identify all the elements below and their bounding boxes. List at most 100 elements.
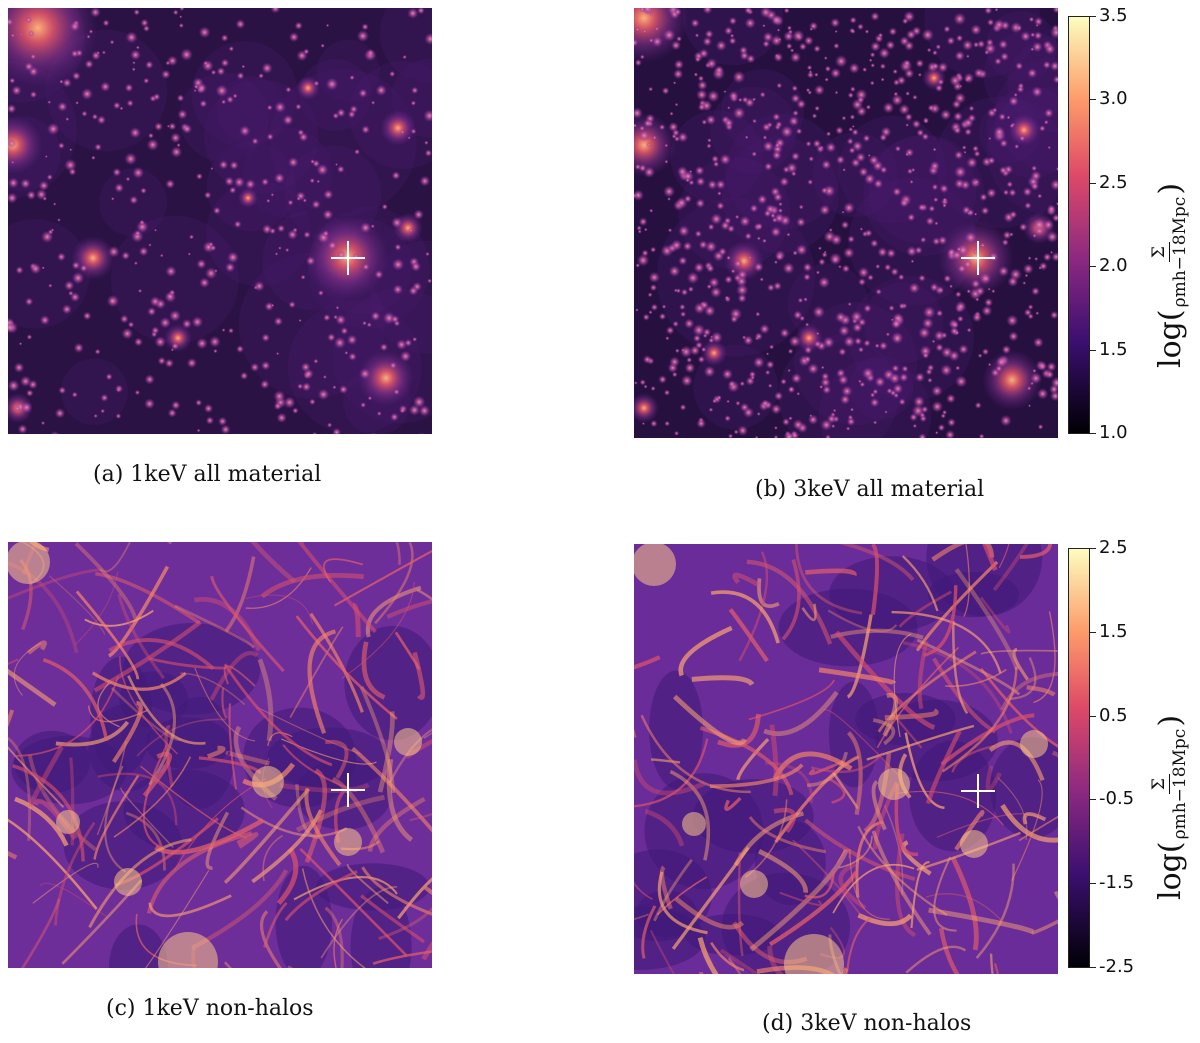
small-halo <box>680 288 689 296</box>
small-halo <box>820 145 824 149</box>
small-halo <box>958 344 969 355</box>
filament <box>205 811 230 870</box>
small-halo <box>642 313 650 321</box>
small-halo <box>129 126 142 139</box>
small-halo <box>305 256 316 266</box>
diffuse-glow <box>838 115 947 224</box>
small-halo <box>904 68 915 79</box>
small-halo <box>649 283 658 292</box>
crosshair-marker <box>961 774 995 808</box>
small-halo <box>879 133 888 142</box>
small-halo <box>869 51 876 58</box>
small-halo <box>998 39 1009 50</box>
small-halo <box>1027 404 1032 408</box>
small-halo <box>179 15 183 19</box>
small-halo <box>724 26 733 36</box>
small-halo <box>96 51 101 55</box>
small-halo <box>835 155 846 165</box>
small-halo <box>210 167 214 171</box>
filament <box>245 594 314 625</box>
small-halo <box>1002 230 1012 240</box>
small-halo <box>105 373 113 381</box>
small-halo <box>180 48 194 62</box>
filament <box>164 725 174 787</box>
small-halo <box>41 266 45 270</box>
small-halo <box>1018 135 1026 142</box>
small-halo <box>907 213 916 222</box>
small-halo <box>716 201 725 211</box>
small-halo <box>410 100 417 106</box>
filament <box>95 571 201 625</box>
filament <box>325 739 349 779</box>
small-halo <box>847 302 852 307</box>
small-halo <box>987 362 992 367</box>
small-halo <box>24 297 34 306</box>
filament <box>719 948 761 974</box>
small-halo <box>797 297 804 304</box>
small-halo <box>719 153 731 166</box>
small-halo <box>212 206 221 215</box>
filament <box>394 631 421 670</box>
small-halo <box>805 87 811 93</box>
filament <box>54 821 96 926</box>
small-halo <box>375 84 388 97</box>
small-halo <box>1049 26 1058 39</box>
small-halo <box>706 264 715 273</box>
filament <box>870 544 880 615</box>
filament <box>992 544 1029 592</box>
small-halo <box>1046 204 1057 214</box>
colorbar-tick-mark <box>1090 883 1096 885</box>
small-halo <box>852 322 863 333</box>
filament <box>74 571 119 645</box>
small-halo <box>906 245 918 257</box>
colorbar-tick-label: -0.5 <box>1099 788 1135 810</box>
small-halo <box>927 377 933 384</box>
small-halo <box>998 112 1007 121</box>
small-halo <box>954 330 960 335</box>
filament <box>823 709 899 776</box>
small-halo <box>9 77 16 84</box>
small-halo <box>814 105 821 112</box>
filament <box>781 559 801 641</box>
filament <box>849 849 890 920</box>
colorbar-tick-mark <box>1090 16 1096 17</box>
small-halo <box>888 27 898 36</box>
small-halo <box>678 256 688 266</box>
small-halo <box>775 253 784 261</box>
filament <box>898 590 952 628</box>
small-halo <box>143 77 150 84</box>
filament <box>1026 685 1056 697</box>
small-halo <box>857 346 865 353</box>
filament <box>989 953 994 974</box>
small-halo <box>29 262 42 275</box>
filament <box>140 765 248 839</box>
small-halo <box>648 271 661 284</box>
small-halo <box>147 306 157 317</box>
small-halo <box>817 246 822 251</box>
filament <box>307 629 337 735</box>
small-halo <box>643 118 653 128</box>
small-halo <box>798 42 807 51</box>
small-halo <box>955 34 964 42</box>
small-halo <box>391 258 405 271</box>
small-halo <box>171 400 181 410</box>
small-halo <box>934 221 939 226</box>
small-halo <box>893 91 899 97</box>
small-halo <box>847 414 854 421</box>
small-halo <box>25 389 34 397</box>
small-halo <box>683 194 692 203</box>
small-halo <box>294 21 303 30</box>
small-halo <box>39 314 51 326</box>
small-halo <box>718 247 727 256</box>
small-halo <box>1042 219 1055 231</box>
small-halo <box>93 413 98 419</box>
small-halo <box>320 43 325 48</box>
small-halo <box>658 312 667 321</box>
small-halo <box>674 102 679 107</box>
small-halo <box>112 167 122 177</box>
small-halo <box>975 286 986 297</box>
filament <box>808 760 844 776</box>
small-halo <box>809 27 813 31</box>
filament <box>877 650 977 733</box>
